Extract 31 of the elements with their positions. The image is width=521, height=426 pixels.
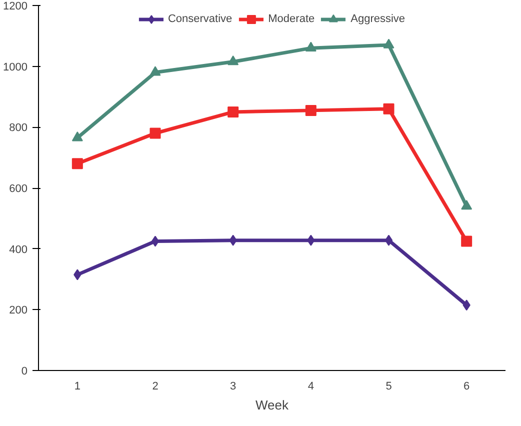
point <box>461 200 472 210</box>
y-tick-label: 1000 <box>3 61 28 74</box>
y-tick-label: 0 <box>21 366 28 378</box>
point <box>72 132 83 142</box>
legend-label: Moderate <box>268 13 315 25</box>
x-tick-label: 4 <box>308 380 314 392</box>
point <box>383 103 394 114</box>
point <box>150 128 161 139</box>
x-tick-label: 1 <box>74 380 80 392</box>
x-axis-title: Week <box>256 398 289 412</box>
point <box>151 236 160 247</box>
y-tick-label: 200 <box>9 304 28 317</box>
x-tick-label: 5 <box>386 380 392 392</box>
point <box>228 55 239 66</box>
point <box>228 106 239 118</box>
legend-label: Conservative <box>168 13 232 25</box>
point <box>384 234 393 246</box>
legend-label: Aggressive <box>350 13 406 25</box>
y-tick-label: 1200 <box>3 0 28 12</box>
x-tick-label: 2 <box>152 380 158 392</box>
point <box>461 236 472 247</box>
x-tick-label: 3 <box>230 380 236 392</box>
point <box>150 66 161 76</box>
y-tick-label: 800 <box>9 122 28 134</box>
point <box>383 38 394 48</box>
point <box>305 42 316 52</box>
y-tick-label: 600 <box>9 183 28 195</box>
point <box>72 158 83 170</box>
point <box>305 104 316 116</box>
y-tick-label: 400 <box>9 244 28 256</box>
x-tick-label: 6 <box>464 380 470 392</box>
